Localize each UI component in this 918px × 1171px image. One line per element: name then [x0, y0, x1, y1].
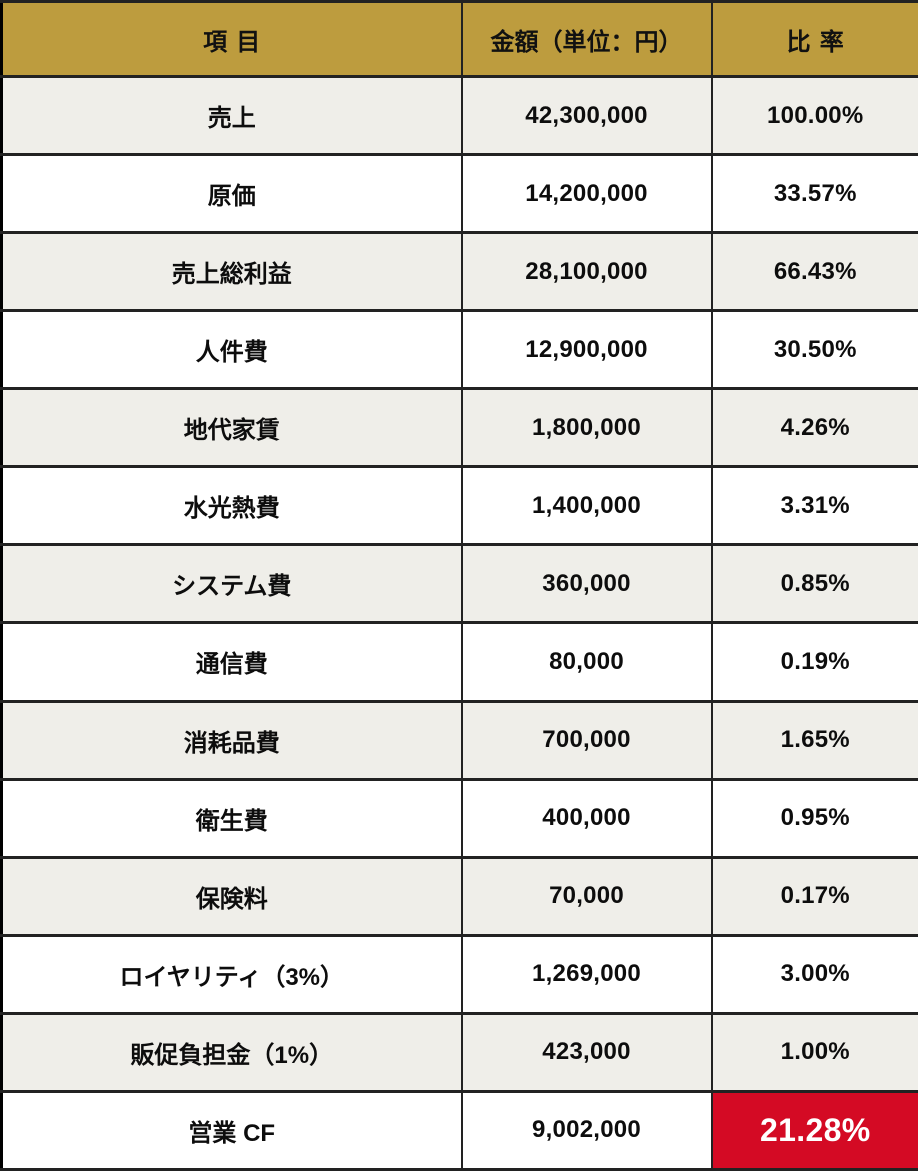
highlight-ratio-cell: 21.28%: [710, 1089, 918, 1171]
ratio-cell: 0.19%: [710, 621, 918, 703]
item-cell: 売上: [0, 74, 463, 157]
table-row: 水光熱費 1,400,000 3.31%: [0, 465, 918, 547]
item-cell: 消耗品費: [0, 699, 463, 781]
amount-cell: 12,900,000: [460, 309, 713, 391]
ratio-cell: 0.17%: [710, 855, 918, 937]
item-cell: 人件費: [0, 309, 463, 391]
ratio-cell: 1.65%: [710, 699, 918, 781]
ratio-cell: 4.26%: [710, 387, 918, 469]
table-row: 通信費 80,000 0.19%: [0, 621, 918, 703]
table-row: システム費 360,000 0.85%: [0, 543, 918, 625]
item-cell: 水光熱費: [0, 465, 463, 547]
ratio-cell: 66.43%: [710, 231, 918, 313]
table-row: ロイヤリティ（3%） 1,269,000 3.00%: [0, 933, 918, 1015]
ratio-cell: 100.00%: [710, 74, 918, 157]
table-row: 衛生費 400,000 0.95%: [0, 777, 918, 859]
ratio-cell: 30.50%: [710, 309, 918, 391]
amount-cell: 1,400,000: [460, 465, 713, 547]
table-row: 地代家賃 1,800,000 4.26%: [0, 387, 918, 469]
amount-cell: 9,002,000: [460, 1089, 713, 1171]
item-cell: 原価: [0, 153, 463, 235]
ratio-cell: 33.57%: [710, 153, 918, 235]
ratio-cell: 0.95%: [710, 777, 918, 859]
amount-cell: 1,269,000: [460, 933, 713, 1015]
table-row: 人件費 12,900,000 30.50%: [0, 309, 918, 391]
amount-cell: 700,000: [460, 699, 713, 781]
amount-cell: 1,800,000: [460, 387, 713, 469]
amount-cell: 360,000: [460, 543, 713, 625]
amount-cell: 423,000: [460, 1011, 713, 1093]
table-row: 販促負担金（1%） 423,000 1.00%: [0, 1011, 918, 1093]
ratio-cell: 3.00%: [710, 933, 918, 1015]
amount-cell: 70,000: [460, 855, 713, 937]
table-row: 営業 CF 9,002,000 21.28%: [0, 1089, 918, 1171]
amount-cell: 42,300,000: [460, 74, 713, 157]
ratio-cell: 3.31%: [710, 465, 918, 547]
col-header-ratio: 比率: [710, 0, 918, 78]
header-row: 項目 金額（単位：円） 比率: [0, 0, 918, 78]
item-cell: 地代家賃: [0, 387, 463, 469]
item-cell: 通信費: [0, 621, 463, 703]
item-cell: 販促負担金（1%）: [0, 1011, 463, 1093]
table-row: 消耗品費 700,000 1.65%: [0, 699, 918, 781]
table-row: 原価 14,200,000 33.57%: [0, 153, 918, 235]
ratio-cell: 0.85%: [710, 543, 918, 625]
table-row: 保険料 70,000 0.17%: [0, 855, 918, 937]
table-row: 売上 42,300,000 100.00%: [0, 74, 918, 157]
table-body: 売上 42,300,000 100.00% 原価 14,200,000 33.5…: [0, 74, 918, 1171]
amount-cell: 80,000: [460, 621, 713, 703]
item-cell: 営業 CF: [0, 1089, 463, 1171]
table-row: 売上総利益 28,100,000 66.43%: [0, 231, 918, 313]
item-cell: 売上総利益: [0, 231, 463, 313]
amount-cell: 400,000: [460, 777, 713, 859]
item-cell: 保険料: [0, 855, 463, 937]
item-cell: 衛生費: [0, 777, 463, 859]
item-cell: ロイヤリティ（3%）: [0, 933, 463, 1015]
ratio-cell: 1.00%: [710, 1011, 918, 1093]
amount-cell: 28,100,000: [460, 231, 713, 313]
item-cell: システム費: [0, 543, 463, 625]
amount-cell: 14,200,000: [460, 153, 713, 235]
col-header-item: 項目: [0, 0, 463, 78]
col-header-amount: 金額（単位：円）: [460, 0, 713, 78]
